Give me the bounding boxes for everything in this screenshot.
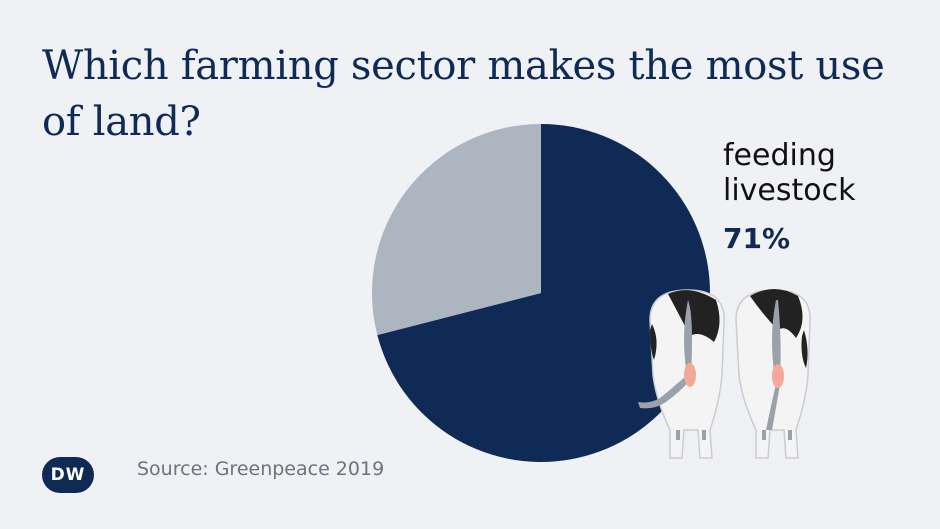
pie-slice-feeding-livestock — [377, 124, 710, 462]
pie-slice-other — [371, 124, 541, 336]
slice-label-livestock: feeding livestock — [723, 138, 856, 208]
chart-title: Which farming sector makes the most use … — [42, 43, 885, 145]
cow-right-icon — [735, 289, 811, 459]
source-note: Source: Greenpeace 2019 — [137, 458, 385, 480]
cow-rear-icon — [638, 289, 811, 459]
cow-left-icon — [638, 289, 725, 459]
slice-value-livestock: 71% — [723, 222, 791, 255]
dw-logo: DW — [42, 457, 94, 493]
